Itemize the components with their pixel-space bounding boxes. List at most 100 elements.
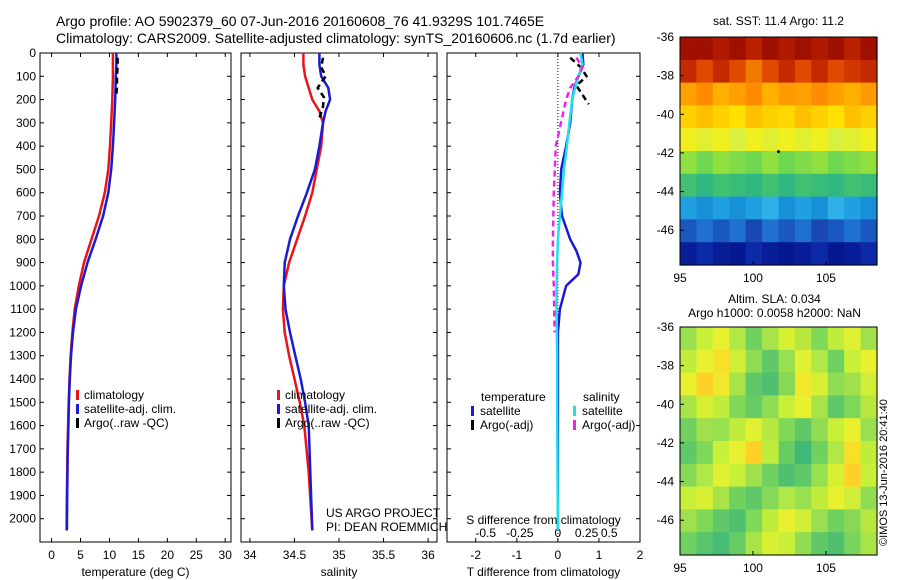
heatmap-cell [844,509,862,533]
heatmap-cell [860,242,878,266]
legend-swatch [471,406,474,416]
series-line-argo-adj- [551,57,584,333]
legend-label: climatology [285,388,345,402]
heatmap-cell [712,151,730,175]
x-tick-label: 36 [421,548,435,562]
heatmap-cell [844,151,862,175]
heatmap-cell [696,151,714,175]
legend-label: satellite-adj. clim. [285,402,377,416]
heatmap-cell [729,219,747,243]
map-y-tick-label: -42 [657,146,675,160]
heatmap-cell [680,105,698,129]
heatmap-cell [811,463,829,488]
heatmap-cell [778,151,796,175]
heatmap-cell [762,441,780,465]
heatmap-cell [811,105,829,129]
heatmap-cell [729,37,747,61]
map-y-tick-label: -44 [657,475,675,489]
heatmap-cell [860,532,878,556]
heatmap-cell [696,418,714,442]
heatmap-cell [860,151,878,175]
depth-tick-label: 1300 [9,349,36,363]
map-x-tick-label: 95 [673,561,687,575]
legend-label: Argo(-adj) [480,418,533,432]
series-line-climatology [281,53,325,531]
heatmap-cell [844,418,862,442]
heatmap-cell [860,105,878,129]
x-axis-label: T difference from climatology [467,565,621,579]
heatmap-cell [729,173,747,198]
heatmap-cell [778,418,796,442]
heatmap-cell [778,486,796,510]
heatmap-cell [762,59,780,84]
heatmap-cell [827,219,845,243]
map-y-tick-label: -38 [657,359,675,373]
heatmap-cell [762,151,780,175]
heatmap-cell [762,486,780,510]
heatmap-cell [811,173,829,198]
depth-tick-label: 1400 [9,372,36,386]
heatmap-cell [844,196,862,220]
heatmap-cell [680,82,698,106]
panel-2-frame [240,52,438,543]
heatmap-cell [827,59,845,84]
depth-tick-label: 900 [16,256,36,270]
heatmap-cell [696,82,714,106]
heatmap-cell [811,418,829,442]
heatmap-cell [778,37,796,61]
heatmap-cell [712,105,730,129]
legend-swatch [277,404,280,414]
heatmap-cell [794,173,812,198]
heatmap-cell [778,219,796,243]
legend-label: satellite-adj. clim. [84,402,176,416]
heatmap-cell [794,509,812,533]
heatmap-cell [729,82,747,106]
heatmap-cell [680,128,698,152]
heatmap-cell [680,441,698,465]
legend-heading: temperature [481,390,546,404]
heatmap-cell [745,105,763,129]
heatmap-cell [860,327,878,351]
map-y-tick-label: -46 [657,513,675,527]
heatmap-cell [827,37,845,61]
heatmap-cell [729,151,747,175]
heatmap-cell [778,242,796,266]
heatmap-cell [762,418,780,442]
x-tick-label: 30 [219,548,233,562]
depth-tick-label: 1500 [9,395,36,409]
heatmap-cell [729,327,747,351]
heatmap-cell [696,463,714,488]
heatmap-cell [794,151,812,175]
x-tick-label: 15 [132,548,146,562]
map-y-tick-label: -38 [657,69,675,83]
heatmap-cell [860,509,878,533]
heatmap-cell [762,173,780,198]
heatmap-cell [745,463,763,488]
map-title: Altim. SLA: 0.034 [728,292,821,306]
depth-tick-label: 1200 [9,325,36,339]
heatmap-cell [827,173,845,198]
heatmap-cell [794,532,812,556]
x-tick-label: 25 [190,548,204,562]
x-tick-label: 1 [596,548,603,562]
map-x-tick-label: 105 [816,561,836,575]
heatmap-cell [794,105,812,129]
map-x-tick-label: 95 [673,271,687,285]
heatmap-cell [729,349,747,374]
heatmap-cell [680,486,698,510]
heatmap-cell [811,242,829,266]
heatmap-cell [811,509,829,533]
heatmap-cell [811,59,829,84]
heatmap-cell [696,196,714,220]
panel-1-frame [39,52,232,543]
heatmap-cell [696,59,714,84]
legend-swatch [76,418,79,428]
heatmap-cell [762,37,780,61]
heatmap-cell [778,128,796,152]
heatmap-cell [696,486,714,510]
heatmap-cell [712,219,730,243]
legend-label: satellite [582,404,623,418]
heatmap-cell [712,372,730,396]
heatmap-cell [712,59,730,84]
